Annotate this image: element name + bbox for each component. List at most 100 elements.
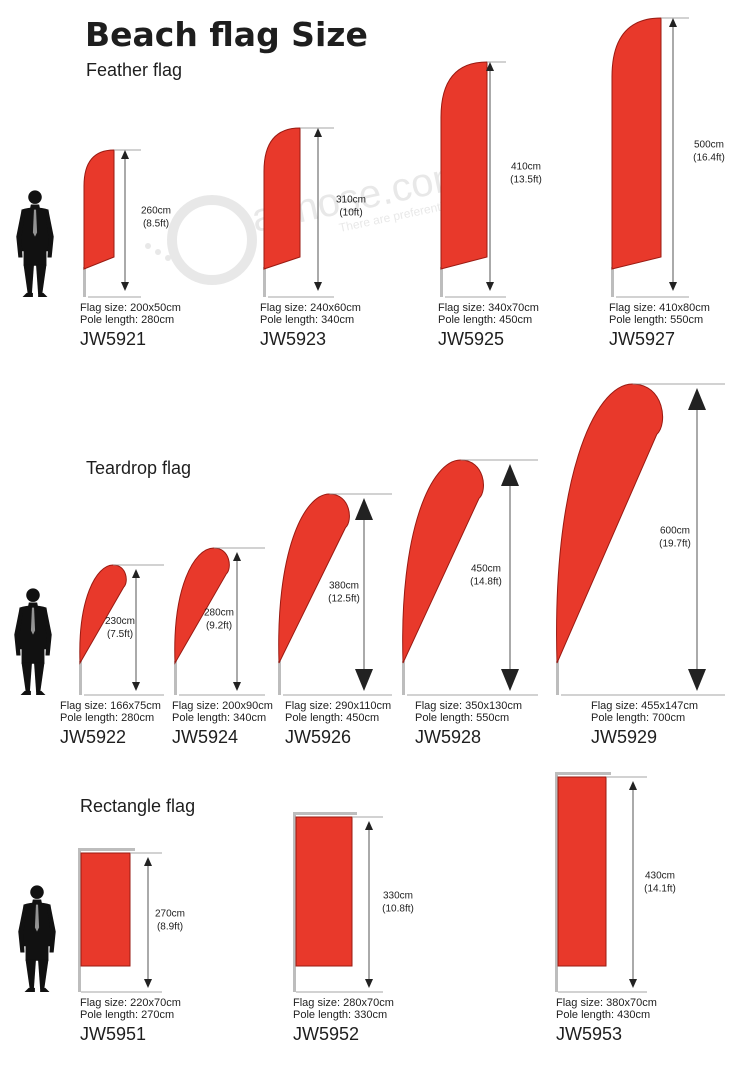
section-title: Feather flag xyxy=(86,60,182,80)
flag-height-cm: 310cm xyxy=(336,195,366,206)
flag-height-cm: 380cm xyxy=(329,581,359,592)
teardrop-flag-shape xyxy=(79,564,127,665)
flag-size-label: Flag size: 280x70cm xyxy=(293,997,394,1009)
flag-size-label: Flag size: 166x75cm xyxy=(60,700,161,712)
flag-height-ft: (16.4ft) xyxy=(693,153,725,164)
flag-height-cm: 450cm xyxy=(471,564,501,575)
flag-pole xyxy=(556,661,559,695)
feather-flag-shape xyxy=(263,127,301,270)
flag-pole xyxy=(611,267,614,297)
flag-pole xyxy=(78,848,81,992)
teardrop-flag-shape xyxy=(556,383,664,664)
flag-height-cm: 330cm xyxy=(383,891,413,902)
teardrop-flag-shape xyxy=(402,459,484,664)
flag-height-ft: (12.5ft) xyxy=(328,594,360,605)
model-number: JW5924 xyxy=(172,727,238,747)
flag-height-cm: 500cm xyxy=(694,140,724,151)
flag-sections: Feather flag 260cm (8.5ft) Flag size: 200x5… xyxy=(14,17,725,1044)
flag-pole xyxy=(174,661,177,695)
flag-height-ft: (10ft) xyxy=(339,208,362,219)
rectangle-flag-shape xyxy=(80,852,131,967)
height-dimension-line xyxy=(688,388,706,691)
pole-length-label: Pole length: 450cm xyxy=(285,712,379,724)
flag-pole xyxy=(440,267,443,297)
flag-height-ft: (8.5ft) xyxy=(143,219,169,230)
model-number: JW5921 xyxy=(80,329,146,349)
height-dimension-line xyxy=(144,857,152,988)
model-number: JW5923 xyxy=(260,329,326,349)
flag-size-label: Flag size: 200x50cm xyxy=(80,302,181,314)
height-dimension-line xyxy=(233,552,241,691)
model-number: JW5951 xyxy=(80,1024,146,1044)
height-dimension-line xyxy=(365,821,373,988)
feather-flag-shape xyxy=(440,61,488,270)
teardrop-flag-section: Teardrop flag 230cm (7.5ft) Flag size: 166x… xyxy=(14,383,725,747)
pole-length-label: Pole length: 280cm xyxy=(80,314,174,326)
flag-height-cm: 260cm xyxy=(141,206,171,217)
height-dimension-line xyxy=(132,569,140,691)
rectangle-flag-shape xyxy=(295,816,353,967)
pole-length-label: Pole length: 450cm xyxy=(438,314,532,326)
flag-height-cm: 280cm xyxy=(204,608,234,619)
flag-size-label: Flag size: 380x70cm xyxy=(556,997,657,1009)
flag-height-ft: (9.2ft) xyxy=(206,621,232,632)
feather-flag-shape xyxy=(611,17,662,270)
flag-size-label: Flag size: 290x110cm xyxy=(285,700,391,712)
rectangle-flag-section: Rectangle flag 270cm (8.9ft) Flag size: 220… xyxy=(18,772,676,1044)
feather-flag-shape xyxy=(83,149,115,270)
rectangle-flag-shape xyxy=(557,776,607,967)
flag-size-label: Flag size: 410x80cm xyxy=(609,302,710,314)
flag-pole xyxy=(79,661,82,695)
model-number: JW5922 xyxy=(60,727,126,747)
flag-size-label: Flag size: 350x130cm xyxy=(415,700,522,712)
flag-pole xyxy=(402,661,405,695)
model-number: JW5928 xyxy=(415,727,481,747)
model-number: JW5926 xyxy=(285,727,351,747)
height-dimension-line xyxy=(501,464,519,691)
teardrop-flag-shape xyxy=(174,547,230,665)
flag-height-ft: (7.5ft) xyxy=(107,629,133,640)
height-dimension-line xyxy=(629,781,637,988)
height-dimension-line xyxy=(486,62,494,291)
flag-height-ft: (14.1ft) xyxy=(644,884,676,895)
teardrop-flag-shape xyxy=(278,493,350,664)
pole-length-label: Pole length: 430cm xyxy=(556,1009,650,1021)
pole-length-label: Pole length: 550cm xyxy=(609,314,703,326)
flag-height-cm: 600cm xyxy=(660,526,690,537)
flag-pole xyxy=(263,267,266,297)
flag-height-ft: (8.9ft) xyxy=(157,922,183,933)
height-dimension-line xyxy=(121,150,129,291)
flag-height-ft: (13.5ft) xyxy=(510,175,542,186)
flag-height-cm: 230cm xyxy=(105,616,135,627)
flag-pole xyxy=(293,812,296,992)
flag-size-label: Flag size: 340x70cm xyxy=(438,302,539,314)
model-number: JW5929 xyxy=(591,727,657,747)
pole-length-label: Pole length: 340cm xyxy=(260,314,354,326)
person-silhouette xyxy=(18,885,56,992)
flag-size-label: Flag size: 455x147cm xyxy=(591,700,698,712)
flag-size-label: Flag size: 240x60cm xyxy=(260,302,361,314)
person-silhouette xyxy=(16,190,54,297)
pole-length-label: Pole length: 330cm xyxy=(293,1009,387,1021)
flag-height-cm: 270cm xyxy=(155,909,185,920)
flag-height-cm: 430cm xyxy=(645,871,675,882)
pole-length-label: Pole length: 270cm xyxy=(80,1009,174,1021)
pole-length-label: Pole length: 280cm xyxy=(60,712,154,724)
flag-size-label: Flag size: 200x90cm xyxy=(172,700,273,712)
model-number: JW5925 xyxy=(438,329,504,349)
height-dimension-line xyxy=(669,18,677,291)
section-title: Teardrop flag xyxy=(86,458,191,478)
flag-height-ft: (14.8ft) xyxy=(470,577,502,588)
height-dimension-line xyxy=(355,498,373,691)
model-number: JW5952 xyxy=(293,1024,359,1044)
